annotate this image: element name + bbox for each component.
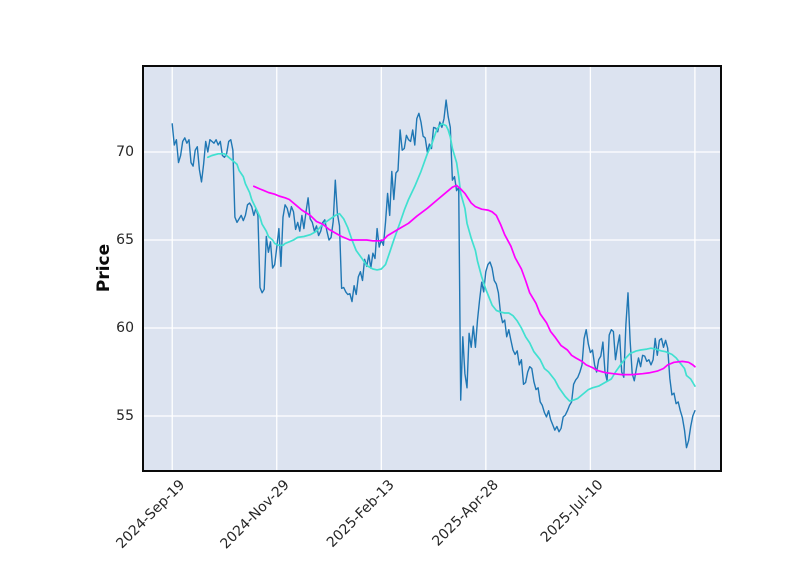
y-axis-tick-label: 65 <box>116 231 134 248</box>
y-axis-tick-label: 55 <box>116 407 134 424</box>
plot-background <box>143 66 720 470</box>
x-axis-tick-label: 2025-Apr-28 <box>429 477 503 550</box>
x-axis-tick-label: 2024-Sep-19 <box>113 477 189 552</box>
y-axis-label: Price <box>94 243 114 293</box>
moving-average-fast-turquoise-line <box>206 122 696 402</box>
x-axis-tick-label: 2024-Nov-29 <box>217 477 294 553</box>
price-chart <box>143 66 720 470</box>
y-axis-tick-label: 70 <box>116 143 134 160</box>
y-axis-tick-label: 60 <box>116 319 134 336</box>
price-chart-plot-area <box>141 64 722 472</box>
x-axis-tick-label: 2025-Jul-10 <box>537 477 607 546</box>
price-line <box>171 98 696 448</box>
moving-average-slow-magenta-line <box>252 184 696 375</box>
x-axis-tick-label: 2025-Feb-13 <box>323 477 398 551</box>
